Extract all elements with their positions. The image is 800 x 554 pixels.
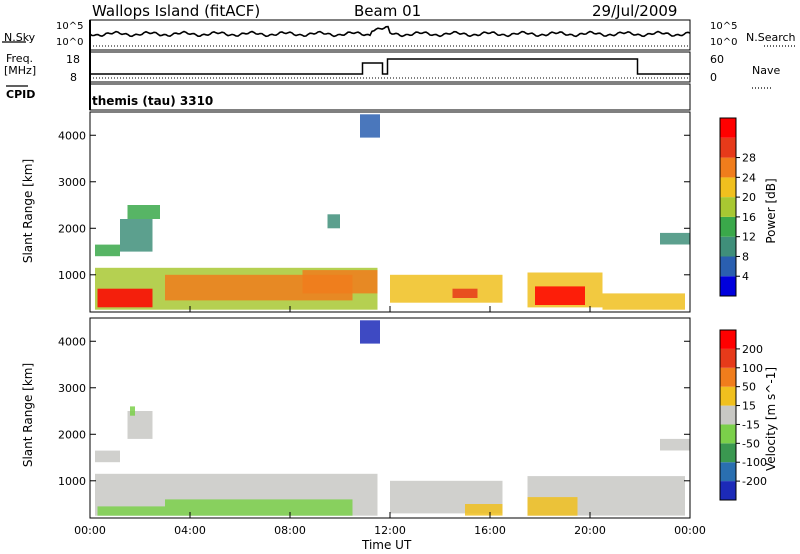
velocity-colorbar-tick-label-7: -200 (742, 475, 767, 488)
power-region-13 (660, 232, 690, 245)
time-tick-label-6: 00:00 (674, 524, 706, 537)
power-ytick-label-3: 4000 (58, 129, 86, 142)
power-colorbar-tick-label-6: 28 (742, 152, 756, 165)
velocity-colorbar-swatch-6 (720, 367, 736, 387)
power-colorbar-tick-label-2: 12 (742, 231, 756, 244)
power-colorbar-tick-label-5: 24 (742, 171, 756, 184)
noise-tick-top-right: 10^5 (710, 21, 738, 32)
nave-tick-top: 60 (710, 53, 724, 66)
velocity-colorbar-tick-label-3: 15 (742, 400, 756, 413)
mode-text: themis (tau) 3310 (92, 94, 214, 108)
power-colorbar-tick-label-3: 16 (742, 211, 756, 224)
time-tick-label-4: 16:00 (474, 524, 506, 537)
power-colorbar-swatch-6 (720, 157, 736, 178)
velocity-ytick-label-3: 4000 (58, 335, 86, 348)
velocity-region-4 (465, 504, 503, 516)
power-region-3 (302, 270, 378, 294)
power-ytick-label-0: 1000 (58, 269, 86, 282)
freq-trace (90, 58, 690, 75)
velocity-ytick-label-2: 3000 (58, 382, 86, 395)
power-colorbar-swatch-4 (720, 197, 736, 217)
freq-tick-bottom: 8 (70, 71, 77, 84)
cpid-panel-frame (89, 83, 691, 111)
nsearch-label: N.Search (746, 31, 796, 44)
power-colorbar-tick-label-1: 8 (742, 250, 749, 263)
power-colorbar-tick-label-0: 4 (742, 270, 749, 283)
power-colorbar-tick-label-4: 20 (742, 191, 756, 204)
velocity-colorbar-tick-label-2: 50 (742, 381, 756, 394)
time-tick-label-1: 04:00 (174, 524, 206, 537)
freq-tick-top: 18 (66, 53, 80, 66)
velocity-region-7 (95, 450, 120, 463)
power-colorbar-swatch-2 (720, 236, 736, 257)
power-region-11 (127, 205, 160, 219)
velocity-colorbar-swatch-4 (720, 405, 736, 425)
power-colorbar-swatch-3 (720, 216, 736, 237)
nsky-label: N.Sky (4, 31, 36, 44)
velocity-colorbar-swatch-7 (720, 348, 736, 368)
nave-label: Nave (752, 64, 781, 77)
time-tick-label-2: 08:00 (274, 524, 306, 537)
velocity-region-1 (97, 506, 165, 516)
velocity-ytick-label-0: 1000 (58, 475, 86, 488)
date-title: 29/Jul/2009 (592, 2, 678, 20)
velocity-colorbar-tick-label-0: 200 (742, 343, 763, 356)
velocity-colorbar-swatch-0 (720, 481, 736, 500)
velocity-colorbar-tick-label-1: 100 (742, 362, 763, 375)
time-tick-label-3: 12:00 (374, 524, 406, 537)
noise-tick-top-left: 10^5 (56, 21, 84, 32)
velocity-colorbar-swatch-1 (720, 462, 736, 482)
velocity-region-11 (660, 438, 690, 451)
power-region-1 (97, 288, 153, 308)
station-title: Wallops Island (fitACF) (92, 2, 261, 20)
power-region-14 (327, 214, 340, 229)
time-axis-title: Time UT (362, 538, 412, 552)
power-colorbar-swatch-7 (720, 137, 736, 158)
freq-unit: [MHz] (4, 64, 37, 77)
noise-tick-bottom-left: 10^0 (56, 37, 84, 48)
freq-label: Freq. (6, 52, 34, 65)
velocity-colorbar-frame (719, 329, 737, 501)
velocity-colorbar-swatch-5 (720, 386, 736, 406)
velocity-region-10 (360, 320, 380, 344)
velocity-colorbar-swatch-8 (720, 330, 736, 349)
power-region-8 (602, 293, 685, 310)
time-tick-label-5: 20:00 (574, 524, 606, 537)
power-ytick-label-1: 2000 (58, 222, 86, 235)
power-region-10 (120, 219, 153, 252)
velocity-region-6 (527, 497, 578, 516)
power-colorbar-swatch-0 (720, 276, 736, 296)
velocity-region-9 (130, 406, 135, 416)
velocity-colorbar-swatch-2 (720, 443, 736, 463)
velocity-ytick-label-1: 2000 (58, 428, 86, 441)
velocity-region-2 (165, 499, 353, 516)
velocity-colorbar-tick-label-4: -15 (742, 418, 760, 431)
beam-title: Beam 01 (354, 2, 422, 20)
time-tick-label-0: 00:00 (74, 524, 106, 537)
power-colorbar-swatch-8 (720, 118, 736, 138)
power-region-4 (390, 274, 503, 303)
power-colorbar-swatch-5 (720, 177, 736, 198)
power-colorbar-swatch-1 (720, 256, 736, 277)
power-region-12 (360, 114, 380, 138)
power-colorbar-frame (719, 117, 737, 297)
noise-sky-trace (89, 25, 691, 38)
power-region-7 (535, 286, 585, 305)
cpid-label: CPID (6, 88, 36, 101)
velocity-colorbar-tick-label-6: -100 (742, 456, 767, 469)
noise-tick-bottom-right: 10^0 (710, 37, 738, 48)
nave-tick-bottom: 0 (710, 71, 717, 84)
power-ytick-label-2: 3000 (58, 176, 86, 189)
power-region-9 (95, 244, 120, 257)
power-region-5 (452, 288, 478, 298)
velocity-colorbar-tick-label-5: -50 (742, 437, 760, 450)
velocity-colorbar-swatch-3 (720, 424, 736, 444)
